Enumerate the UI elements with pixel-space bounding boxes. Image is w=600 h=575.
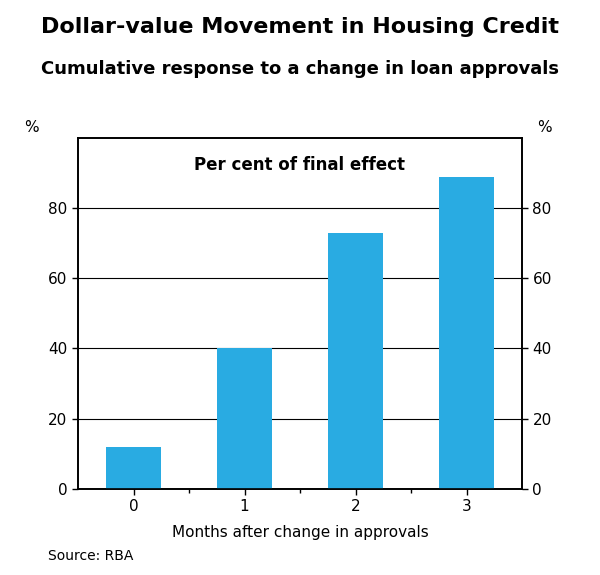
Bar [439, 177, 494, 489]
Bar [106, 447, 161, 489]
Text: Per cent of final effect: Per cent of final effect [194, 155, 406, 174]
Text: Cumulative response to a change in loan approvals: Cumulative response to a change in loan … [41, 60, 559, 78]
X-axis label: Months after change in approvals: Months after change in approvals [172, 526, 428, 540]
Text: Dollar-value Movement in Housing Credit: Dollar-value Movement in Housing Credit [41, 17, 559, 37]
Text: Source: RBA: Source: RBA [48, 550, 133, 564]
Text: %: % [24, 120, 38, 135]
Bar [217, 348, 272, 489]
Text: %: % [537, 120, 551, 135]
Bar [328, 233, 383, 489]
